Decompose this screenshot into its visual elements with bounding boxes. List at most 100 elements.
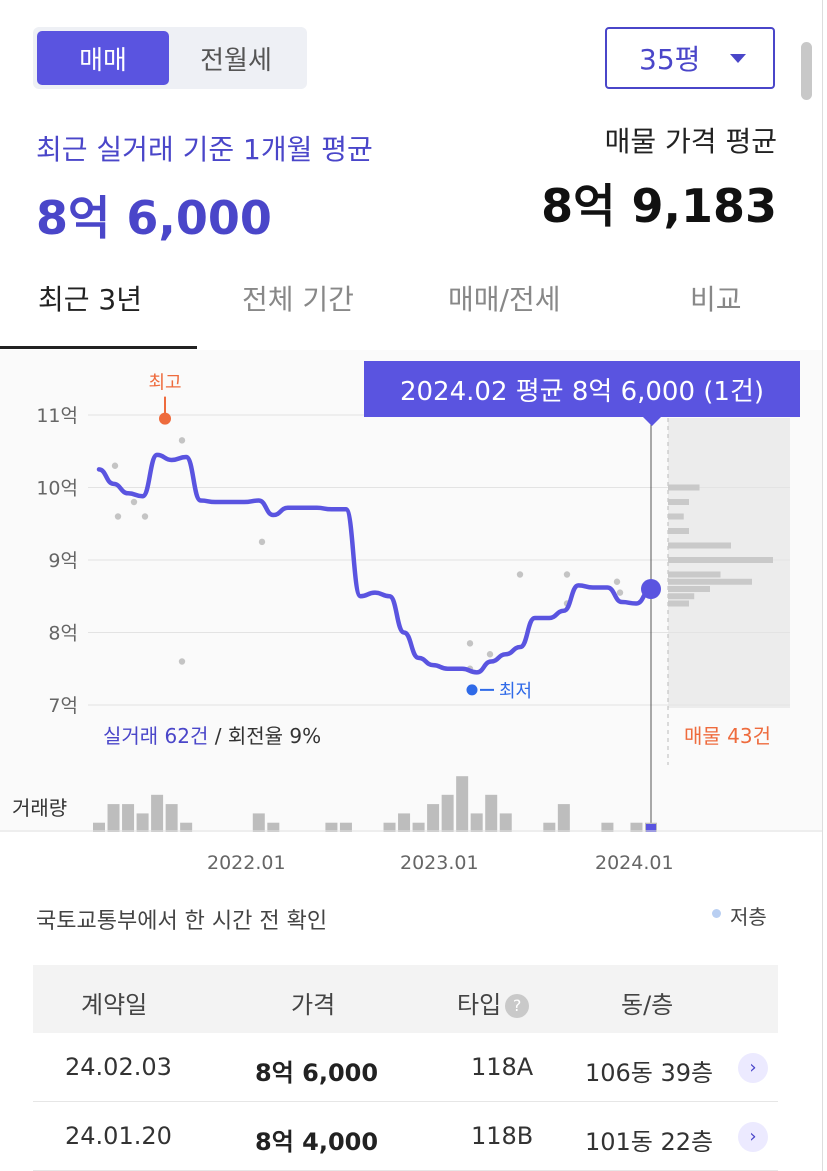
low-point-marker: [466, 684, 478, 696]
col-type-label: 타입: [457, 991, 502, 1019]
volume-bar: [398, 813, 411, 832]
y-tick-label: 9억: [48, 550, 78, 572]
ask-dist-bar: [668, 557, 773, 563]
tab-trade-rent[interactable]: 전월세: [200, 45, 272, 76]
row-building-floor: 106동 39층: [585, 1059, 714, 1087]
row-price: 8억 4,000: [255, 1128, 379, 1156]
volume-bar: [456, 776, 469, 832]
volume-bar: [267, 822, 280, 832]
ask-dist-bar: [668, 600, 689, 607]
x-tick-label: 2023.01: [400, 852, 479, 874]
scatter-point: [141, 513, 149, 520]
y-tick-label: 8억: [48, 623, 78, 645]
scatter-point: [114, 513, 122, 520]
chart-tooltip: 2024.02 평균 8억 6,000 (1건): [364, 361, 800, 417]
row-price: 8억 6,000: [255, 1059, 379, 1087]
volume-bar: [107, 804, 120, 832]
ask-dist-bar: [668, 542, 731, 549]
period-tabs: 최근 3년 전체 기간 매매/전세 비교: [0, 268, 822, 351]
low-label: 최저: [499, 681, 532, 702]
deal-count: 실거래 62건 / 회전율 9%: [103, 720, 321, 749]
row-type: 118A: [471, 1053, 534, 1081]
ask-avg-value: 8억 9,183: [541, 179, 777, 233]
price-line: [96, 452, 654, 675]
tab-all-period[interactable]: 전체 기간: [242, 283, 354, 316]
row-date: 24.02.03: [65, 1053, 172, 1081]
scatter-point: [486, 651, 494, 658]
volume-bar: [470, 813, 483, 832]
y-tick-label: 10억: [36, 478, 78, 500]
ask-dist-bar: [668, 571, 721, 578]
tab-compare[interactable]: 비교: [690, 283, 742, 316]
ask-dist-bar: [668, 528, 689, 534]
high-point-marker: [159, 412, 171, 425]
col-contract-date: 계약일: [81, 991, 148, 1019]
y-tick-label: 11억: [36, 405, 78, 427]
tooltip-tail: [643, 417, 661, 426]
volume-bar: [383, 822, 396, 832]
col-building-floor: 동/층: [621, 991, 674, 1019]
scatter-point: [130, 498, 138, 506]
volume-bar: [122, 804, 135, 832]
tab-sale-jeonse[interactable]: 매매/전세: [448, 283, 561, 316]
low-floor-legend-dot: [712, 909, 721, 918]
ask-dist-bar: [668, 586, 710, 592]
volume-bar: [499, 813, 512, 832]
scatter-point: [258, 538, 266, 546]
transaction-table: 계약일 가격 타입? 동/층 24.02.03 8억 6,000 118A 10…: [33, 965, 778, 1171]
ask-count: 매물 43건: [684, 724, 772, 748]
active-tab-underline: [0, 346, 197, 349]
low-floor-legend-label: 저층: [730, 905, 767, 929]
chevron-down-icon: [730, 53, 747, 63]
row-type: 118B: [471, 1122, 534, 1150]
row-date: 24.01.20: [65, 1122, 172, 1150]
scatter-point: [466, 640, 474, 647]
ask-dist-bar: [668, 593, 695, 600]
size-dropdown[interactable]: 35평: [605, 27, 775, 89]
table-row[interactable]: 24.02.03 8억 6,000 118A 106동 39층 ›: [33, 1033, 778, 1102]
scatter-point: [613, 578, 621, 585]
scrollbar-thumb[interactable]: [801, 42, 812, 100]
chevron-right-icon[interactable]: ›: [738, 1053, 768, 1083]
cursor-volume-marker: [646, 824, 656, 832]
volume-bar: [252, 813, 265, 832]
volume-bar: [412, 822, 425, 832]
ask-avg-label: 매물 가격 평균: [604, 125, 777, 158]
volume-bar: [485, 794, 498, 832]
volume-bar: [339, 822, 352, 832]
volume-bar: [441, 794, 454, 832]
col-price: 가격: [291, 991, 336, 1019]
volume-bar: [151, 794, 164, 832]
x-tick-label: 2022.01: [207, 852, 286, 874]
scatter-point: [616, 589, 624, 596]
volume-bar: [543, 822, 556, 832]
volume-bar: [557, 804, 570, 832]
tab-recent-3y[interactable]: 최근 3년: [38, 283, 142, 316]
deal-count-main: 실거래 62건: [103, 724, 209, 748]
ask-dist-bar: [668, 513, 684, 520]
table-row[interactable]: 24.01.20 8억 4,000 118B 101동 22층 ›: [33, 1102, 778, 1171]
volume-bar: [427, 804, 440, 832]
recent-avg-value: 8억 6,000: [36, 191, 272, 245]
current-point-marker: [641, 579, 661, 599]
volume-bar: [325, 822, 338, 832]
volume-bar: [93, 822, 105, 832]
volume-bar: [165, 804, 178, 832]
volume-bar: [136, 813, 149, 832]
panel-divider: [822, 0, 823, 1171]
scatter-point: [178, 437, 186, 444]
scatter-point: [178, 658, 186, 665]
chevron-right-icon[interactable]: ›: [738, 1122, 768, 1152]
data-source-text: 국토교통부에서 한 시간 전 확인: [36, 909, 328, 934]
recent-avg-label: 최근 실거래 기준 1개월 평균: [36, 133, 373, 166]
scatter-point: [516, 571, 524, 578]
ask-dist-bar: [668, 499, 689, 505]
y-tick-label: 7억: [48, 695, 78, 717]
help-icon[interactable]: ?: [505, 994, 530, 1018]
x-tick-label: 2024.01: [595, 852, 674, 874]
tab-trade-sale[interactable]: 매매: [37, 31, 169, 85]
scatter-point: [563, 571, 571, 578]
table-header: 계약일 가격 타입? 동/층: [33, 965, 778, 1033]
turnover-rate: / 회전율 9%: [208, 724, 322, 748]
